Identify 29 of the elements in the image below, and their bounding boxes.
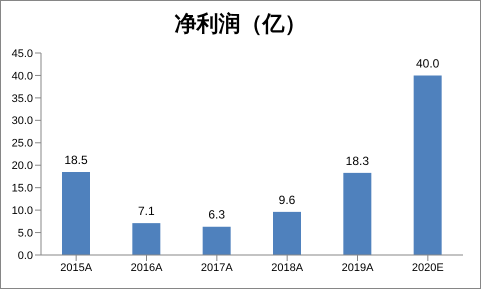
data-label: 7.1	[138, 204, 155, 218]
x-tick-label: 2018A	[271, 262, 304, 274]
bar	[414, 75, 442, 255]
y-tick-label: 20.0	[12, 160, 33, 172]
y-tick-label: 15.0	[12, 182, 33, 195]
y-tick-label: 25.0	[12, 138, 33, 150]
x-tick-label: 2016A	[130, 262, 164, 274]
x-tick-label: 2019A	[342, 262, 374, 274]
y-tick-label: 10.0	[12, 205, 33, 218]
y-tick-label: 0.0	[18, 250, 33, 262]
x-tick-label: 2017A	[200, 262, 234, 274]
x-tick-label: 2015A	[60, 262, 93, 274]
bar	[343, 172, 372, 255]
y-tick-label: 45.0	[12, 48, 33, 60]
data-label: 18.5	[64, 152, 88, 167]
bar	[62, 172, 90, 255]
y-tick-label: 5.0	[18, 227, 33, 240]
data-label: 40.0	[416, 56, 440, 70]
data-label: 6.3	[208, 208, 226, 222]
data-label: 18.3	[346, 154, 370, 168]
y-tick-label: 30.0	[12, 115, 33, 128]
bar	[132, 223, 160, 255]
y-tick-label: 35.0	[12, 92, 33, 105]
x-tick-label: 2020E	[412, 262, 444, 274]
bar	[202, 226, 231, 255]
bar	[273, 212, 301, 255]
data-label: 9.6	[278, 192, 296, 207]
chart-title: 净利润（亿）	[174, 11, 308, 39]
y-tick-label: 40.0	[12, 70, 33, 82]
